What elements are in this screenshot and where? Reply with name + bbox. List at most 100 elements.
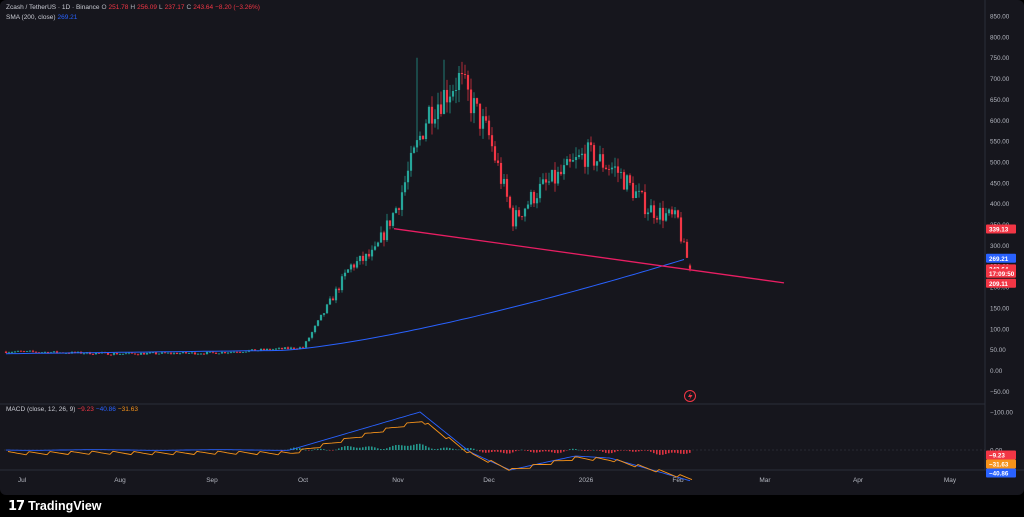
open-label: O — [101, 4, 107, 11]
candle-body — [361, 255, 365, 261]
macd-line — [6, 411, 691, 482]
macd-hist-bar — [428, 447, 430, 450]
time-axis-tick: Oct — [298, 477, 308, 484]
price-tag-label: 17:09:50 — [989, 271, 1015, 278]
candle-body — [487, 120, 491, 136]
candle-body — [610, 167, 614, 170]
open-value: 251.78 — [108, 4, 129, 11]
candle-body — [40, 352, 44, 354]
macd-hist-bar — [566, 450, 568, 451]
candle-body — [115, 353, 119, 355]
macd-hist-bar — [674, 450, 676, 453]
candle-body — [124, 353, 128, 355]
candle-body — [613, 166, 617, 168]
candle-body — [637, 190, 641, 192]
macd-hist-bar — [554, 450, 556, 453]
candle-body — [418, 135, 422, 141]
candle-body — [34, 351, 38, 353]
macd-name: MACD (close, 12, 26, 9) — [6, 406, 76, 413]
price-axis-tick: 800.00 — [990, 34, 1010, 41]
candle-body — [607, 169, 611, 170]
time-axis-tick: Sep — [206, 477, 218, 484]
macd-hist-bar — [596, 450, 598, 451]
candle-body — [76, 351, 80, 353]
chart-canvas[interactable]: 850.00 800.00 750.00 700.00 650.00 600.00 550.… — [0, 0, 1024, 495]
candle-body — [415, 140, 419, 148]
candle-body — [238, 352, 242, 353]
candle-body — [190, 352, 194, 354]
macd-hist-bar — [425, 445, 427, 450]
candle-body — [388, 220, 392, 226]
candle-body — [577, 155, 581, 158]
candle-body — [154, 352, 158, 355]
macd-legend[interactable]: MACD (close, 12, 26, 9) −9.23 −40.86 −31… — [6, 406, 138, 413]
price-axis-tick: 200.00 — [990, 285, 1010, 292]
candle-body — [517, 210, 521, 217]
chart-window[interactable]: 850.00 800.00 750.00 700.00 650.00 600.00 550.… — [0, 0, 1024, 495]
candle-body — [316, 320, 320, 326]
macd-hist-bar — [668, 450, 670, 454]
price-axis-tick: 450.00 — [990, 180, 1010, 187]
macd-hist-bar — [623, 450, 625, 451]
candle-body — [622, 172, 626, 190]
candle-body — [184, 352, 188, 354]
candle-body — [688, 265, 692, 269]
candle-body — [55, 351, 59, 353]
candle-body — [106, 352, 110, 355]
candle-body — [586, 142, 590, 167]
macd-hist-bar — [602, 450, 604, 452]
candle-body — [130, 352, 134, 354]
footer-bar: 17 TradingView — [0, 495, 1024, 517]
symbol-legend[interactable]: Zcash / TetherUS · 1D · Binance O 251.78 … — [6, 4, 260, 11]
candle-body — [484, 116, 488, 121]
macd-hist-bar — [605, 450, 607, 453]
candle-body — [643, 192, 647, 215]
trendline — [393, 228, 785, 284]
candle-body — [466, 74, 470, 90]
candle-body — [403, 182, 407, 193]
macd-signal-line — [7, 421, 693, 481]
candle-body — [337, 288, 341, 291]
candle-body — [505, 178, 509, 197]
candle-body — [421, 135, 425, 140]
candle-body — [286, 347, 290, 349]
macd-hist-bar — [359, 447, 361, 450]
macd-hist-bar — [542, 450, 544, 452]
macd-hist-bar — [302, 449, 304, 450]
candle-body — [439, 104, 443, 114]
macd-hist-bar — [494, 450, 496, 452]
candle-body — [82, 353, 86, 355]
macd-hist-bar — [572, 448, 574, 450]
candle-body — [451, 91, 455, 97]
candle-body — [367, 253, 371, 257]
candle-body — [382, 232, 386, 241]
candle-body — [292, 347, 296, 349]
macd-tag-label: −40.86 — [989, 471, 1009, 478]
macd-hist-bar — [557, 450, 559, 454]
candle-body — [670, 209, 674, 215]
candle-body — [193, 352, 197, 355]
symbol-name[interactable]: Zcash / TetherUS · 1D · Binance — [6, 4, 100, 11]
candle-body — [358, 255, 362, 262]
candle-body — [409, 152, 413, 171]
time-axis-tick: Apr — [853, 477, 864, 484]
candle-body — [481, 116, 485, 129]
candle-body — [619, 172, 623, 173]
candle-body — [253, 349, 257, 351]
macd-signal-value: −31.63 — [117, 406, 138, 413]
candle-body — [502, 178, 506, 184]
macd-hist-bar — [341, 447, 343, 450]
price-tag-label: 209.11 — [989, 281, 1008, 288]
macd-hist-bar — [452, 448, 454, 450]
tradingview-logo[interactable]: 17 TradingView — [8, 499, 102, 514]
candle-body — [655, 217, 659, 220]
macd-hist-bar — [350, 446, 352, 450]
sma-legend[interactable]: SMA (200, close) 269.21 — [6, 14, 77, 21]
macd-hist-bar — [473, 448, 475, 450]
candle-body — [241, 352, 245, 353]
candle-body — [229, 351, 233, 353]
candle-body — [511, 207, 515, 227]
candle-body — [538, 183, 542, 199]
macd-hist-bar — [392, 445, 394, 450]
candle-body — [550, 169, 554, 182]
